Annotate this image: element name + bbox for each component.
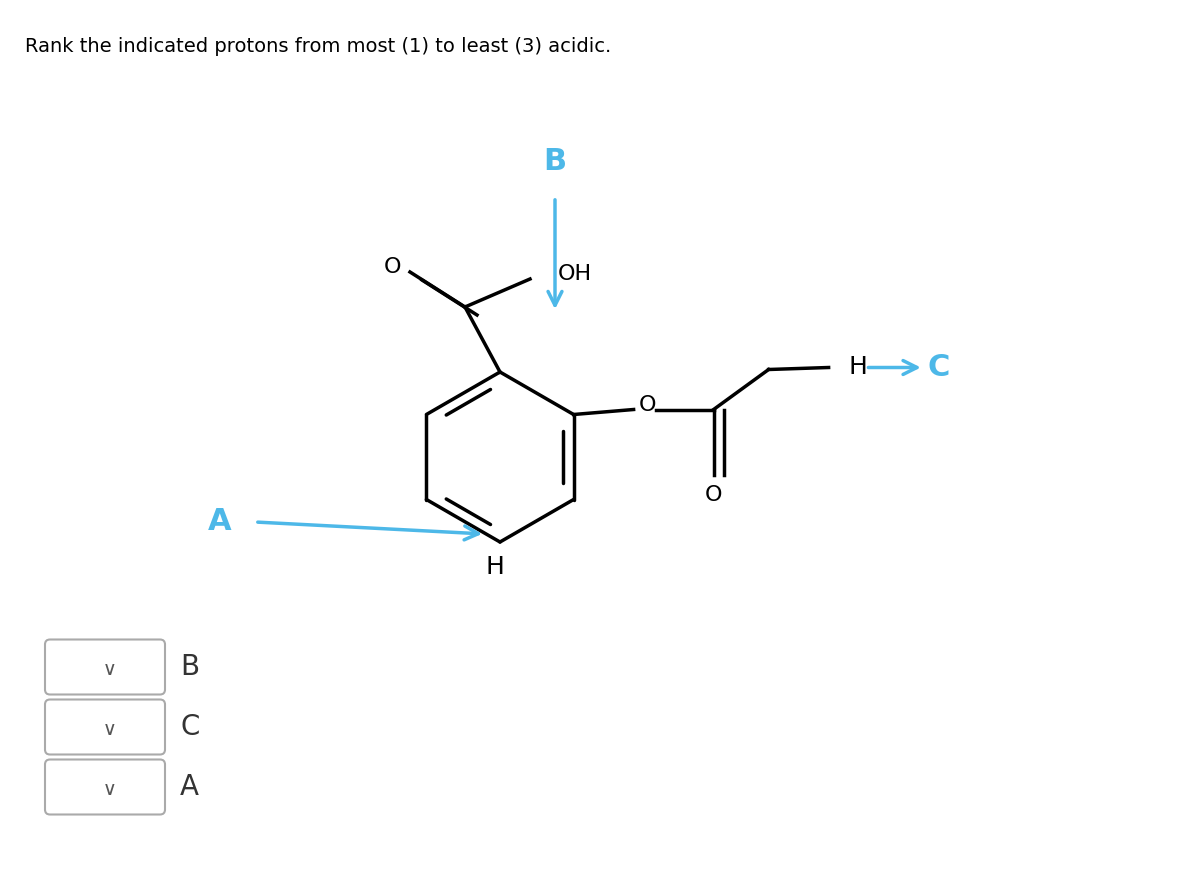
Text: B: B [544, 147, 566, 176]
Text: A: A [180, 773, 199, 801]
Text: ∧: ∧ [98, 778, 112, 796]
Text: OH: OH [558, 264, 592, 284]
Text: ∧: ∧ [98, 717, 112, 737]
Text: ∧: ∧ [98, 658, 112, 676]
Text: C: C [928, 353, 949, 382]
Text: Rank the indicated protons from most (1) to least (3) acidic.: Rank the indicated protons from most (1)… [25, 37, 611, 56]
FancyBboxPatch shape [46, 759, 166, 815]
Text: H: H [848, 355, 868, 380]
Text: O: O [704, 484, 722, 504]
FancyBboxPatch shape [46, 700, 166, 754]
Text: C: C [180, 713, 199, 741]
Text: O: O [638, 395, 656, 415]
Text: H: H [486, 555, 504, 579]
FancyBboxPatch shape [46, 639, 166, 695]
Text: O: O [383, 257, 401, 277]
Text: A: A [208, 508, 232, 537]
Text: B: B [180, 653, 199, 681]
